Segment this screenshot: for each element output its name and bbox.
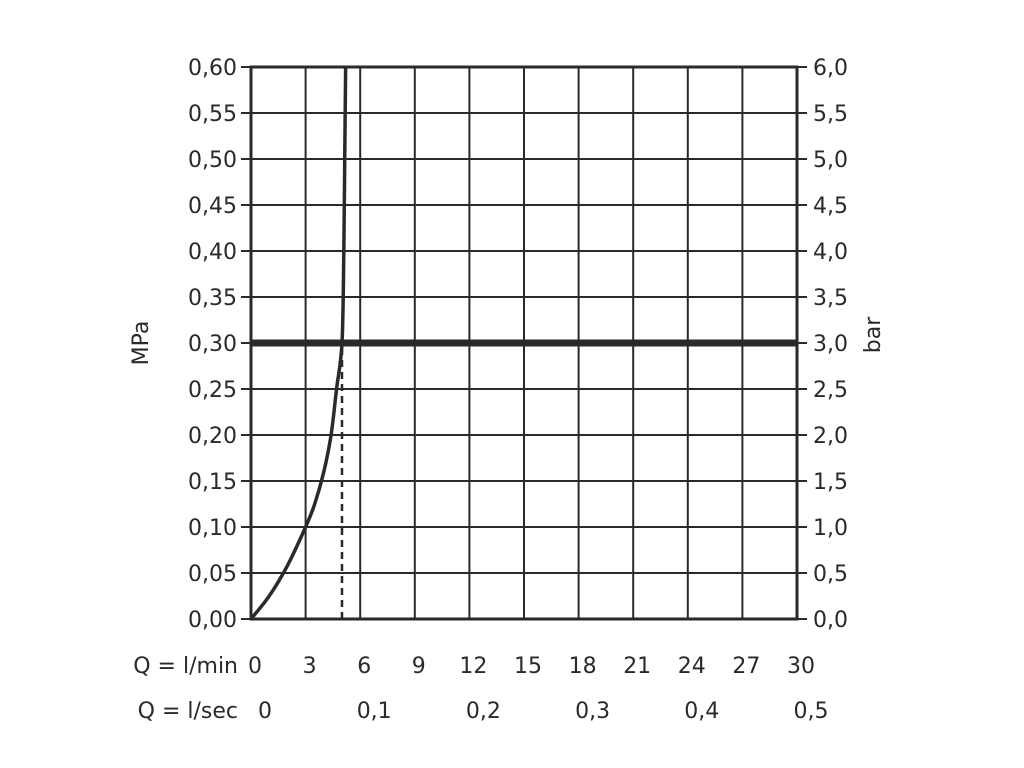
x-ticks: 0 3 6 9 12 15 18 21 24 27 30 <box>248 654 815 679</box>
y-tick-label-left: 0,55 <box>188 102 237 127</box>
x-tick-label-secondary: 0,2 <box>466 699 501 724</box>
y-tick-label-right: 0,5 <box>813 562 848 587</box>
y-tick-label-left: 0,50 <box>188 148 237 173</box>
x-tick-label-secondary: 0,4 <box>684 699 719 724</box>
x-tick-label-secondary: 0 <box>258 699 272 724</box>
x-ticks-secondary: 0 0,1 0,2 0,3 0,4 0,5 <box>258 699 829 724</box>
x-tick-label: 30 <box>787 654 815 679</box>
x-axis-label-secondary: Q = l/sec <box>138 699 238 724</box>
series-line <box>249 66 348 621</box>
y-tick-label-right: 5,0 <box>813 148 848 173</box>
y-ticks-right: 0,0 0,5 1,0 1,5 2,0 2,5 3,0 3,5 4,0 4,5 5,0 5,5 6,0 <box>797 56 848 633</box>
y-tick-label-left: 0,60 <box>188 56 237 81</box>
x-tick-label: 12 <box>459 654 487 679</box>
y-axis-label-left: MPa <box>129 321 154 366</box>
y-tick-label-left: 0,40 <box>188 240 237 265</box>
x-tick-label: 9 <box>412 654 426 679</box>
y-tick-label-left: 0,45 <box>188 194 237 219</box>
y-axis-label-right: bar <box>861 316 886 353</box>
y-tick-label-right: 6,0 <box>813 56 848 81</box>
x-tick-label: 3 <box>303 654 317 679</box>
y-tick-label-right: 1,0 <box>813 516 848 541</box>
series-layer <box>249 66 348 621</box>
y-tick-label-left: 0,00 <box>188 608 237 633</box>
y-tick-label-left: 0,05 <box>188 562 237 587</box>
y-tick-label-left: 0,15 <box>188 470 237 495</box>
y-ticks-left: 0,00 0,05 0,10 0,15 0,20 0,25 0,30 0,35 0,40 0,45… <box>188 56 251 633</box>
x-tick-label-secondary: 0,5 <box>794 699 829 724</box>
x-tick-label-secondary: 0,3 <box>575 699 610 724</box>
y-tick-label-left: 0,10 <box>188 516 237 541</box>
x-tick-label: 21 <box>623 654 651 679</box>
y-tick-label-right: 2,5 <box>813 378 848 403</box>
y-tick-label-right: 4,5 <box>813 194 848 219</box>
y-tick-label-right: 5,5 <box>813 102 848 127</box>
x-tick-label: 0 <box>248 654 262 679</box>
x-tick-label: 6 <box>357 654 371 679</box>
y-tick-label-right: 1,5 <box>813 470 848 495</box>
x-axis-label: Q = l/min <box>133 654 238 679</box>
y-tick-label-left: 0,20 <box>188 424 237 449</box>
y-tick-label-right: 0,0 <box>813 608 848 633</box>
x-tick-label-secondary: 0,1 <box>357 699 392 724</box>
y-tick-label-right: 4,0 <box>813 240 848 265</box>
y-tick-label-left: 0,35 <box>188 286 237 311</box>
x-tick-label: 18 <box>569 654 597 679</box>
y-tick-label-left: 0,25 <box>188 378 237 403</box>
y-tick-label-right: 2,0 <box>813 424 848 449</box>
x-tick-label: 15 <box>514 654 542 679</box>
y-tick-label-right: 3,5 <box>813 286 848 311</box>
y-tick-label-right: 3,0 <box>813 332 848 357</box>
y-tick-label-left: 0,30 <box>188 332 237 357</box>
x-tick-label: 24 <box>678 654 706 679</box>
x-tick-label: 27 <box>732 654 760 679</box>
